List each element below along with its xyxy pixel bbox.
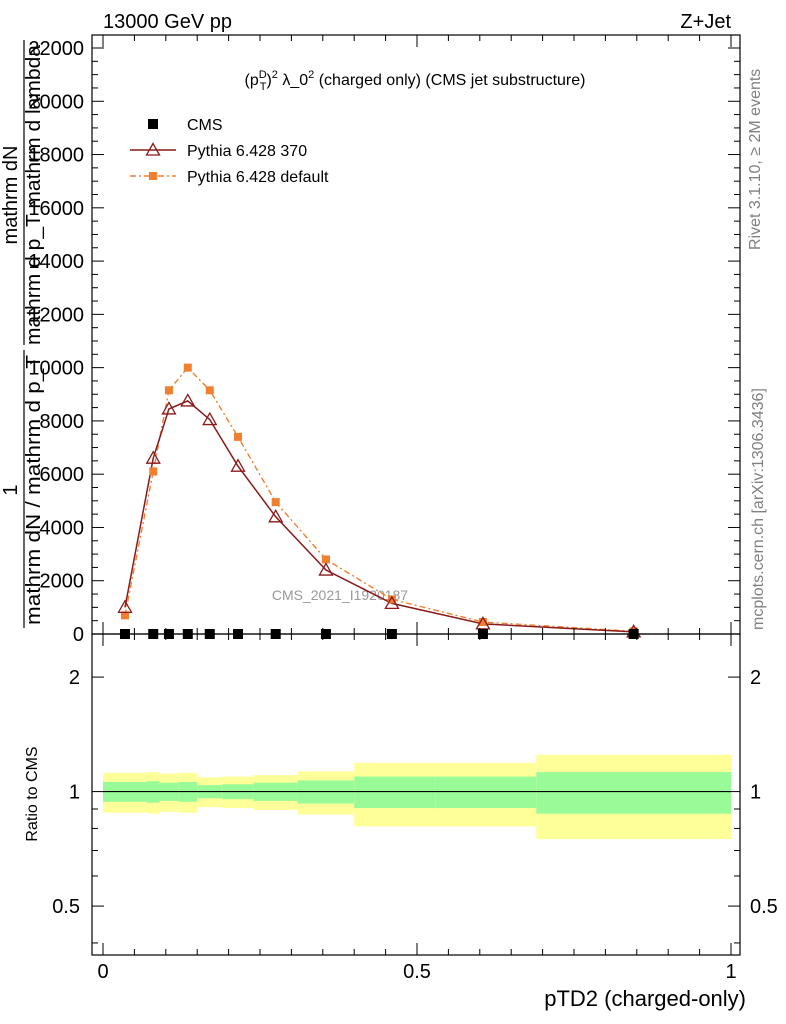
ratio-y-tick-label-right: 0.5: [750, 896, 778, 918]
ratio-y-tick-label: 2: [69, 667, 80, 689]
pythia-default-point: [234, 432, 243, 441]
plot-title: (pD T)2 λ_02 (charged only) (CMS jet subs…: [245, 69, 586, 93]
legend-pythia370-marker: [145, 142, 161, 156]
analysis-watermark: CMS_2021_I1920187: [272, 587, 408, 603]
ratio-stat-uncertainty-band: [536, 772, 731, 814]
y-tick-label: 14000: [28, 251, 84, 273]
legend: CMS Pythia 6.428 370 Pythia 6.428 defaul…: [130, 117, 329, 186]
legend-pythia-default-marker: [149, 172, 157, 180]
pythia-370-point: [318, 562, 334, 576]
pythia-default-point: [205, 386, 214, 395]
pythia-default-point: [183, 363, 192, 372]
mcplots-label: mcplots.cern.ch [arXiv:1306.3436]: [750, 388, 767, 630]
legend-pythia-default-label: Pythia 6.428 default: [187, 169, 329, 186]
x-tick-label: 1: [725, 961, 736, 983]
main-y-axis-label: 1 mathrm dN / mathrm d p_T mathrm dN mat…: [0, 40, 45, 628]
legend-cms-marker: [148, 119, 158, 129]
x-axis: 0 0.5 1: [97, 634, 737, 983]
ratio-y-axis: 0.5 0.5 1 1 2 2: [52, 667, 778, 944]
ratio-y-tick-label: 0.5: [52, 896, 80, 918]
pythia-default-point: [149, 467, 158, 476]
pythia-default-point: [120, 611, 129, 620]
y-label-numerator-2: mathrm dN: [0, 146, 22, 245]
y-tick-label: 0: [73, 624, 84, 646]
pythia-default-point: [164, 386, 173, 395]
energy-label: 13000 GeV pp: [103, 11, 232, 33]
pythia-370-point: [268, 508, 284, 523]
ratio-y-axis-label: Ratio to CMS: [24, 746, 41, 841]
y-tick-label: 10000: [28, 358, 84, 380]
y-tick-label: 8000: [40, 411, 85, 433]
ratio-y-tick-label-right: 2: [750, 667, 761, 689]
pythia-370-point: [117, 599, 133, 614]
pythia-370-point: [230, 458, 246, 472]
y-label-numerator: 1: [0, 484, 22, 495]
ratio-panel: 0.5 0.51 12 2 0 0.5 1 Ratio to CMS pTD2 (char…: [24, 633, 778, 1011]
pythia-370-line: [124, 400, 634, 633]
process-label: Z+Jet: [680, 11, 731, 33]
x-tick-label: 0.5: [403, 961, 431, 983]
pythia-370-point: [475, 616, 491, 630]
y-tick-label: 22000: [28, 38, 84, 60]
ratio-stat-uncertainty-band: [354, 776, 436, 809]
pythia-370-point: [161, 401, 177, 415]
pythia-default-point: [321, 555, 330, 564]
ratio-bands-layer: [103, 754, 731, 840]
y-label-denominator-2: mathrm d p_T mathrm d lambda: [23, 44, 45, 345]
y-tick-label: 20000: [28, 91, 84, 113]
rivet-version-label: Rivet 3.1.10, ≥ 2M events: [747, 69, 764, 250]
y-tick-label: 12000: [28, 304, 84, 326]
legend-pythia370-label: Pythia 6.428 370: [187, 143, 307, 160]
y-tick-label: 4000: [40, 517, 85, 539]
y-tick-label: 2000: [40, 571, 85, 593]
main-x-ticks: [102, 35, 732, 634]
pythia-default-point: [271, 498, 280, 507]
pythia-370-point: [202, 411, 218, 426]
pythia-370-point: [145, 450, 161, 464]
main-series-layer: [117, 363, 642, 639]
legend-cms-label: CMS: [187, 117, 223, 134]
pythia-370-point: [384, 595, 400, 610]
ratio-y-tick-label-right: 1: [750, 782, 761, 804]
y-tick-label: 6000: [40, 464, 85, 486]
pythia-default-point: [387, 595, 396, 604]
x-tick-label: 0: [97, 961, 108, 983]
y-label-denominator: mathrm dN / mathrm d p_T: [23, 355, 45, 625]
x-axis-label: pTD2 (charged-only): [544, 986, 746, 1011]
y-tick-label: 16000: [28, 198, 84, 220]
ratio-frame: [91, 633, 741, 956]
pythia-370-point: [180, 393, 196, 407]
main-panel: CMS_2021_I1920187 0 2000 4000 6000 8000 10000…: [0, 34, 741, 646]
ratio-stat-uncertainty-band: [435, 776, 537, 809]
ratio-y-tick-label: 1: [69, 782, 80, 804]
pythia-default-line: [124, 366, 634, 633]
pythia-default-point: [478, 618, 487, 627]
y-tick-label: 18000: [28, 145, 84, 167]
main-y-axis: 0 2000 4000 6000 8000 10000 12000 14000 16000 180…: [28, 38, 740, 646]
